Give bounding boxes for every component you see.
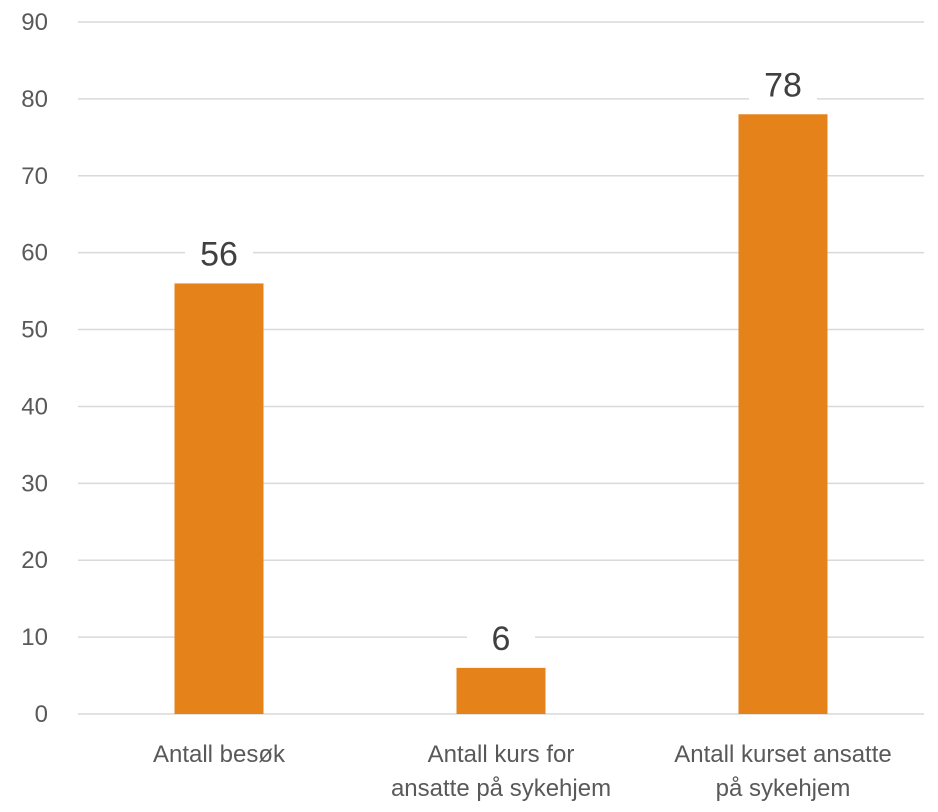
data-label-background bbox=[467, 613, 535, 654]
data-label: 56 bbox=[200, 235, 238, 273]
data-label-background bbox=[185, 229, 253, 270]
y-tick-label: 70 bbox=[21, 163, 48, 190]
bar bbox=[456, 667, 546, 714]
y-tick-label: 10 bbox=[21, 624, 48, 651]
y-tick-label: 50 bbox=[21, 317, 48, 344]
category-label: Antall kurs for bbox=[428, 741, 575, 768]
category-label: Antall kurset ansatte bbox=[674, 741, 891, 768]
y-axis-tick-labels: 0 10 20 30 40 50 60 70 80 90 bbox=[21, 9, 48, 728]
y-tick-label: 0 bbox=[35, 701, 48, 728]
bar bbox=[174, 283, 264, 714]
y-tick-label: 40 bbox=[21, 393, 48, 420]
y-tick-label: 60 bbox=[21, 240, 48, 267]
category-label: ansatte på sykehjem bbox=[391, 775, 611, 802]
data-labels: 56 6 78 bbox=[185, 60, 817, 658]
bar bbox=[738, 114, 828, 715]
category-label: på sykehjem bbox=[716, 775, 851, 802]
category-label: Antall besøk bbox=[153, 741, 286, 768]
y-tick-label: 20 bbox=[21, 547, 48, 574]
data-label-background bbox=[749, 60, 817, 101]
y-tick-label: 90 bbox=[21, 9, 48, 36]
y-tick-label: 30 bbox=[21, 470, 48, 497]
data-label: 6 bbox=[492, 620, 511, 658]
y-tick-label: 80 bbox=[21, 86, 48, 113]
data-label: 78 bbox=[764, 66, 802, 104]
bars bbox=[174, 114, 828, 715]
category-labels: Antall besøk Antall kurs for ansatte på sy… bbox=[153, 741, 892, 802]
